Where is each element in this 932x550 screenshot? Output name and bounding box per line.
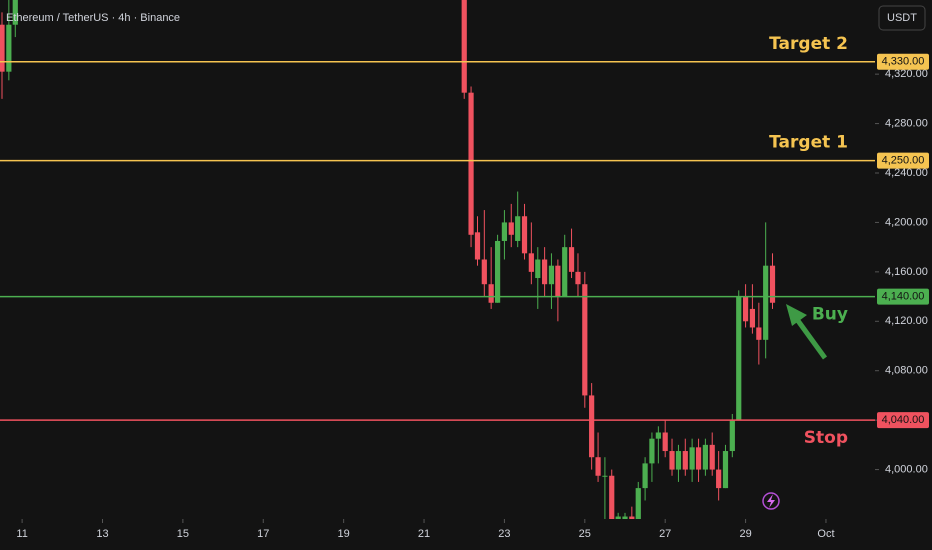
candle-body xyxy=(729,420,735,452)
x-tick-label: 11 xyxy=(16,528,27,540)
candle-body xyxy=(675,451,682,470)
y-tick-label: 4,160.00 xyxy=(885,266,928,278)
candle-body xyxy=(582,284,588,396)
candle-body xyxy=(749,308,756,328)
candle-body xyxy=(629,516,635,519)
candle-body xyxy=(702,444,708,470)
x-tick-label: 25 xyxy=(579,528,591,540)
candle-body xyxy=(562,247,568,297)
level-name: Target 2 xyxy=(769,34,848,54)
x-tick-label: 15 xyxy=(177,528,189,540)
candle-body xyxy=(595,457,601,476)
candle-body xyxy=(548,265,555,285)
candle-body xyxy=(609,475,615,519)
candle-body xyxy=(642,463,648,489)
candle-body xyxy=(0,24,5,72)
candle-body xyxy=(528,253,534,272)
y-tick-label: 4,280.00 xyxy=(885,117,928,129)
candle-body xyxy=(468,92,474,235)
candle-body xyxy=(736,296,742,421)
x-tick-label: Oct xyxy=(817,528,834,540)
currency[interactable]: USDT xyxy=(887,12,917,24)
level-price-box xyxy=(877,53,929,70)
candle-body xyxy=(461,0,467,93)
candle-body xyxy=(756,327,762,340)
y-tick-label: 4,120.00 xyxy=(885,315,928,327)
candle-body xyxy=(501,222,508,241)
candle-body xyxy=(742,296,749,322)
candle-body xyxy=(474,232,481,260)
candle-body xyxy=(515,216,521,241)
candle-body xyxy=(655,432,661,439)
x-tick-label: 21 xyxy=(418,528,430,540)
y-tick-label: 4,200.00 xyxy=(885,216,928,228)
level-price-label: 4,140.00 xyxy=(882,290,925,302)
y-tick-label: 4,080.00 xyxy=(885,365,928,377)
candle-body xyxy=(695,447,702,470)
candle-body xyxy=(716,469,722,489)
candle-body xyxy=(542,259,548,285)
candle-body xyxy=(689,447,695,470)
y-tick-label: 4,320.00 xyxy=(885,68,928,80)
x-tick-label: 23 xyxy=(498,528,510,540)
candle-body xyxy=(649,438,655,464)
level-price-label: 4,330.00 xyxy=(882,56,925,68)
chart-title: Ethereum / TetherUS · 4h · Binance xyxy=(6,12,180,24)
candle-body xyxy=(769,265,776,303)
candle-body xyxy=(568,247,575,272)
candle-body xyxy=(508,222,514,235)
x-tick-label: 19 xyxy=(338,528,350,540)
candle-body xyxy=(722,451,729,489)
candle-body xyxy=(763,265,769,340)
candle-body xyxy=(709,444,715,470)
level-name: Buy xyxy=(812,305,848,325)
candle-body xyxy=(615,516,621,519)
candle-body xyxy=(575,271,581,285)
candle-body xyxy=(6,24,12,72)
candle-body xyxy=(635,488,641,519)
candle-body xyxy=(669,451,675,470)
level-price-box xyxy=(877,288,929,305)
x-tick-label: 29 xyxy=(739,528,751,540)
candle-body xyxy=(488,284,494,303)
y-tick-label: 4,240.00 xyxy=(885,167,928,179)
candle-body xyxy=(521,216,528,254)
candle-body xyxy=(481,259,487,285)
level-price-label: 4,040.00 xyxy=(882,414,925,426)
event-icon[interactable] xyxy=(762,492,780,510)
candle-body xyxy=(682,451,688,470)
level-price-label: 4,250.00 xyxy=(882,155,925,167)
candle-body xyxy=(12,0,18,25)
candle-body xyxy=(602,475,608,477)
x-tick-label: 27 xyxy=(659,528,671,540)
candle-body xyxy=(555,265,561,297)
y-tick-label: 4,000.00 xyxy=(885,463,928,475)
candle-body xyxy=(589,395,595,458)
x-tick-label: 17 xyxy=(257,528,269,540)
currency-button[interactable] xyxy=(878,5,926,31)
x-tick-label: 13 xyxy=(96,528,108,540)
candle-body xyxy=(494,240,501,303)
level-name: Target 1 xyxy=(769,133,848,153)
level-name: Stop xyxy=(804,428,848,448)
candle-body xyxy=(662,432,668,452)
candle-body xyxy=(622,516,628,519)
candle-body xyxy=(535,259,541,279)
buy-arrow xyxy=(786,304,828,360)
plot-area xyxy=(0,0,776,519)
level-price-box xyxy=(877,152,929,169)
level-price-box xyxy=(877,412,929,429)
